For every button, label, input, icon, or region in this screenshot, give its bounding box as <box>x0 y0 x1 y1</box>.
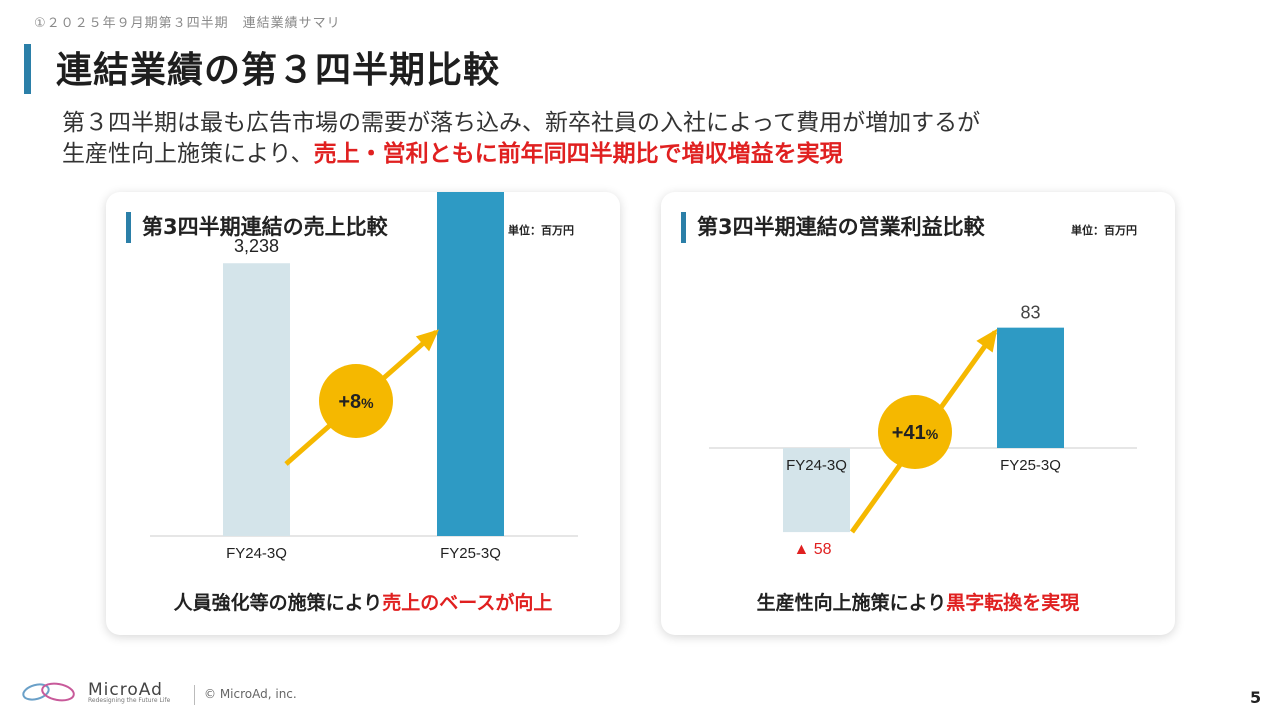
profit-growth-badge-unit: % <box>926 426 939 442</box>
profit-caption-highlight: 黒字転換を実現 <box>946 592 1080 614</box>
profit-category-label-0: FY24-3Q <box>786 457 847 474</box>
sales-category-label-1: FY25-3Q <box>440 545 501 562</box>
profit-bar-0 <box>783 448 850 533</box>
lead-line-2-prefix: 生産性向上施策により、 <box>62 141 314 167</box>
lead-line-1: 第３四半期は最も広告市場の需要が落ち込み、新卒社員の入社によって費用が増加するが <box>62 110 981 136</box>
sales-caption-highlight: 売上のベースが向上 <box>382 592 553 614</box>
card-accent-bar <box>126 212 131 243</box>
lead-highlight: 売上・営利ともに前年同四半期比で増収増益を実現 <box>313 141 843 167</box>
microad-logo-icon <box>22 682 75 702</box>
sales-category-label-0: FY24-3Q <box>226 545 287 562</box>
brand-name: MicroAd <box>88 680 163 700</box>
page-number: 5 <box>1250 688 1262 707</box>
profit-value-label-1: 83 <box>1020 303 1040 323</box>
sales-growth-badge-text: +8% <box>338 391 374 413</box>
lead-text: 第３四半期は最も広告市場の需要が落ち込み、新卒社員の入社によって費用が増加するが… <box>62 108 1242 170</box>
brand-tagline: Redesigning the Future Life <box>88 697 171 704</box>
profit-caption-prefix: 生産性向上施策により <box>756 592 947 614</box>
sales-growth-badge-value: +8 <box>338 391 361 413</box>
profit-unit-label: 単位：百万円 <box>1071 224 1137 237</box>
profit-card: 第3四半期連結の営業利益比較 単位：百万円 FY24-3Q ▲ 58 83 FY25-… <box>661 192 1175 635</box>
profit-growth-badge-text: +41% <box>892 422 939 444</box>
card-accent-bar <box>681 212 686 243</box>
profit-caption: 生産性向上施策により黒字転換を実現 <box>661 588 1175 615</box>
sales-value-label-0: 3,238 <box>234 236 279 256</box>
sales-growth-badge-unit: % <box>361 395 374 411</box>
profit-chart: FY24-3Q ▲ 58 83 FY25-3Q +41% <box>709 303 1137 558</box>
footer-divider <box>194 685 195 705</box>
profit-category-label-1: FY25-3Q <box>1000 457 1061 474</box>
sales-bar-1 <box>437 192 504 536</box>
breadcrumb: ①２０２５年９月期第３四半期 連結業績サマリ <box>34 16 341 31</box>
copyright: © MicroAd, inc. <box>204 687 297 701</box>
sales-unit-label: 単位：百万円 <box>508 224 574 237</box>
sales-caption: 人員強化等の施策により売上のベースが向上 <box>106 588 620 615</box>
sales-card: 第3四半期連結の売上比較 単位：百万円 3,238FY24-3Q3,496FY2… <box>106 192 620 635</box>
profit-card-title: 第3四半期連結の営業利益比較 <box>697 215 985 239</box>
profit-value-label-0: ▲ 58 <box>793 541 831 558</box>
lead-line-2: 生産性向上施策により、売上・営利ともに前年同四半期比で増収増益を実現 <box>62 139 1242 170</box>
profit-bar-1 <box>997 327 1064 448</box>
page-title: 連結業績の第３四半期比較 <box>56 50 501 91</box>
sales-card-title: 第3四半期連結の売上比較 <box>142 215 388 239</box>
profit-growth-badge-value: +41 <box>892 422 926 444</box>
sales-bar-0 <box>223 263 290 536</box>
sales-growth-arrow-head <box>415 329 440 352</box>
sales-caption-prefix: 人員強化等の施策により <box>173 592 383 614</box>
sales-growth-badge-circle <box>319 364 393 438</box>
profit-growth-badge-circle <box>878 395 952 469</box>
profit-growth-arrow-head <box>976 328 998 353</box>
title-accent-bar <box>24 44 31 94</box>
